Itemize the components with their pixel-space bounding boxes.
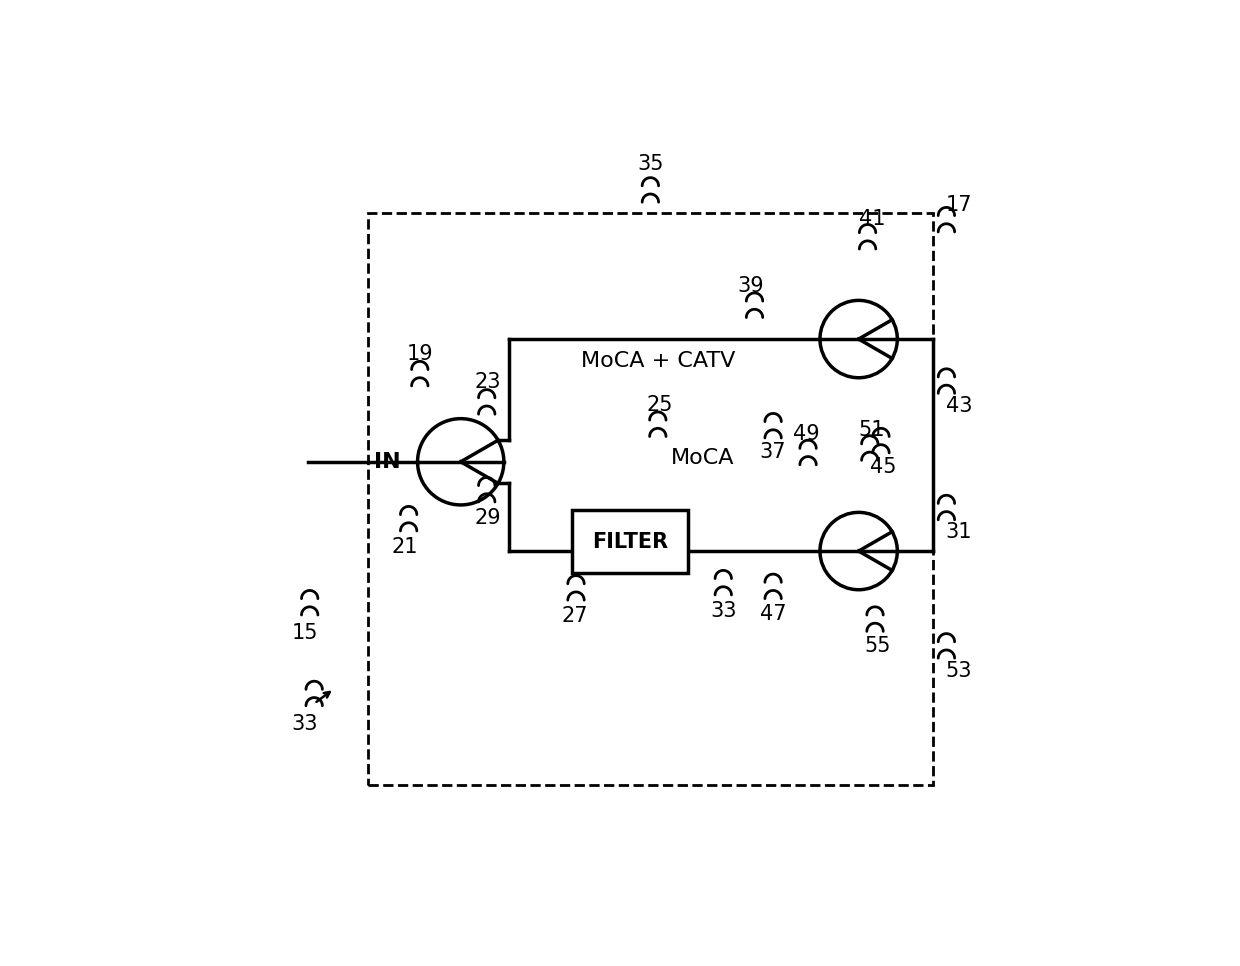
Text: 45: 45 <box>870 457 897 477</box>
Text: MoCA + CATV: MoCA + CATV <box>580 352 735 371</box>
Text: 51: 51 <box>859 420 885 440</box>
Text: 19: 19 <box>407 344 433 364</box>
Text: 47: 47 <box>760 605 786 624</box>
Text: 31: 31 <box>946 523 972 543</box>
Text: 23: 23 <box>475 372 501 392</box>
Text: 43: 43 <box>946 396 972 416</box>
Text: 15: 15 <box>291 623 317 643</box>
Text: 29: 29 <box>475 507 501 527</box>
Text: 33: 33 <box>291 714 317 733</box>
Text: FILTER: FILTER <box>591 531 668 552</box>
Text: MoCA: MoCA <box>671 448 734 469</box>
Text: IN: IN <box>373 452 401 471</box>
Text: 49: 49 <box>794 424 820 444</box>
Text: 35: 35 <box>637 155 663 174</box>
Text: 25: 25 <box>646 394 672 414</box>
Text: 33: 33 <box>711 601 737 620</box>
Text: 55: 55 <box>864 636 890 656</box>
Text: 27: 27 <box>562 606 588 626</box>
Text: 39: 39 <box>738 275 764 296</box>
Text: 37: 37 <box>760 442 786 462</box>
Bar <box>573 510 687 574</box>
Text: 21: 21 <box>392 537 418 557</box>
Bar <box>368 213 932 785</box>
Text: 17: 17 <box>946 195 972 215</box>
Text: 41: 41 <box>859 209 885 229</box>
Text: 53: 53 <box>946 661 972 681</box>
